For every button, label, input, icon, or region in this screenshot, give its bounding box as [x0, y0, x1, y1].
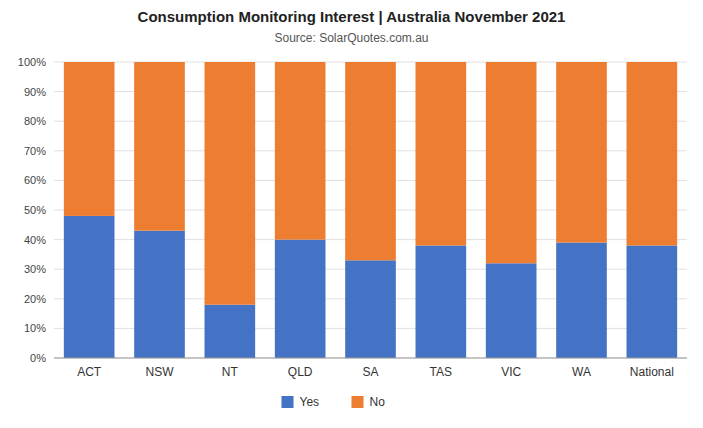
bar	[345, 62, 396, 260]
legend-label: Yes	[300, 395, 320, 409]
chart-container: Consumption Monitoring Interest | Austra…	[0, 0, 703, 428]
bar	[134, 62, 185, 231]
subtitle: Source: SolarQuotes.com.au	[274, 31, 428, 45]
bar	[627, 62, 678, 246]
x-tick-label: VIC	[501, 365, 521, 379]
bar	[275, 62, 326, 240]
x-tick-label: QLD	[288, 365, 313, 379]
bar	[486, 263, 537, 358]
y-tick-label: 40%	[24, 234, 46, 246]
x-tick-label: WA	[572, 365, 591, 379]
bar	[345, 260, 396, 358]
bar	[205, 62, 256, 305]
bar	[486, 62, 537, 263]
legend: Yes No	[282, 395, 386, 409]
bar	[627, 246, 678, 358]
x-tick-label: ACT	[77, 365, 102, 379]
title: Consumption Monitoring Interest | Austra…	[138, 8, 566, 25]
legend-swatch	[352, 396, 364, 408]
bar	[556, 243, 607, 358]
y-tick-label: 0%	[30, 352, 46, 364]
bar	[64, 62, 115, 216]
x-tick-label: TAS	[430, 365, 452, 379]
bar	[416, 246, 467, 358]
legend-label: No	[370, 395, 386, 409]
chart: Consumption Monitoring Interest | Austra…	[0, 0, 703, 428]
y-tick-label: 60%	[24, 174, 46, 186]
x-axis-line	[54, 358, 687, 359]
y-tick-label: 30%	[24, 263, 46, 275]
y-tick-label: 70%	[24, 145, 46, 157]
x-tick-label: National	[630, 365, 674, 379]
bar	[556, 62, 607, 243]
y-tick-label: 90%	[24, 86, 46, 98]
y-tick-label: 10%	[24, 322, 46, 334]
y-tick-label: 20%	[24, 293, 46, 305]
bar	[275, 240, 326, 358]
legend-swatch	[282, 396, 294, 408]
y-tick-label: 80%	[24, 115, 46, 127]
x-tick-label: NT	[222, 365, 239, 379]
bars	[64, 62, 677, 358]
bar	[134, 231, 185, 358]
bar	[205, 305, 256, 358]
grid-line	[54, 358, 687, 359]
y-tick-label: 100%	[18, 56, 46, 68]
x-tick-label: SA	[362, 365, 378, 379]
grid	[54, 62, 687, 358]
y-tick-label: 50%	[24, 204, 46, 216]
bar	[416, 62, 467, 246]
x-tick-label: NSW	[146, 365, 175, 379]
bar	[64, 216, 115, 358]
